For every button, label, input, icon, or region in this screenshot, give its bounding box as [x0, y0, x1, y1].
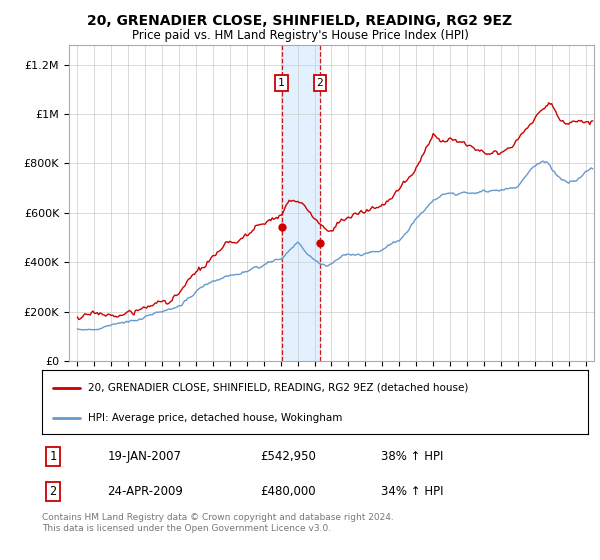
Text: 20, GRENADIER CLOSE, SHINFIELD, READING, RG2 9EZ: 20, GRENADIER CLOSE, SHINFIELD, READING,…: [88, 14, 512, 28]
Text: 1: 1: [278, 78, 285, 88]
Text: Price paid vs. HM Land Registry's House Price Index (HPI): Price paid vs. HM Land Registry's House …: [131, 29, 469, 42]
Bar: [281, 45, 320, 361]
Text: 2: 2: [49, 485, 56, 498]
Text: 2: 2: [317, 78, 323, 88]
Text: 20, GRENADIER CLOSE, SHINFIELD, READING, RG2 9EZ (detached house): 20, GRENADIER CLOSE, SHINFIELD, READING,…: [88, 382, 469, 393]
Text: 19-JAN-2007: 19-JAN-2007: [107, 450, 182, 463]
Text: £480,000: £480,000: [260, 485, 316, 498]
Text: 1: 1: [49, 450, 56, 463]
Text: 24-APR-2009: 24-APR-2009: [107, 485, 184, 498]
Text: £542,950: £542,950: [260, 450, 316, 463]
Text: Contains HM Land Registry data © Crown copyright and database right 2024.
This d: Contains HM Land Registry data © Crown c…: [42, 514, 394, 533]
Text: 38% ↑ HPI: 38% ↑ HPI: [380, 450, 443, 463]
Text: HPI: Average price, detached house, Wokingham: HPI: Average price, detached house, Woki…: [88, 413, 343, 423]
Text: 34% ↑ HPI: 34% ↑ HPI: [380, 485, 443, 498]
